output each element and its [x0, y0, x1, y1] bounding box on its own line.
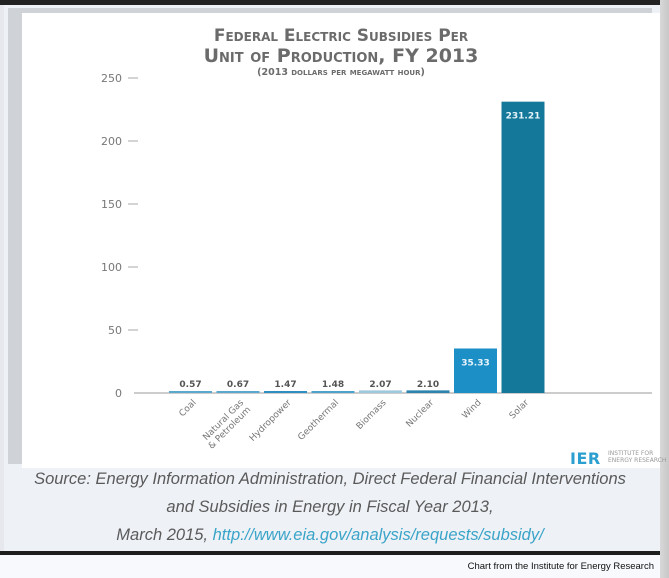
category-label: Wind [461, 398, 484, 421]
chart-title-line2: Unit of Production, FY 2013 [204, 45, 479, 67]
y-tick-label: 200 [101, 135, 122, 148]
source-date: March 2015, [116, 526, 213, 544]
value-label: 231.21 [506, 112, 541, 122]
value-label: 2.10 [417, 380, 439, 390]
value-label: 2.07 [369, 380, 391, 390]
chart-title-line1: Federal Electric Subsidies Per [214, 26, 468, 46]
logo-line2: ENERGY RESEARCH [608, 457, 667, 464]
y-tick-label: 150 [101, 198, 122, 211]
bars: 0.57 0.67 1.47 1.48 2.07 2.10 35.33 231.21 [169, 101, 545, 393]
source-line2: and Subsidies in Energy in Fiscal Year 2… [166, 498, 494, 516]
category-label-line: Solar [508, 398, 532, 422]
category-label: Biomass [355, 398, 389, 432]
bar-biomass [359, 390, 402, 393]
value-label: 0.67 [227, 380, 249, 390]
logo-mark: IER [570, 449, 601, 468]
category-label: Natural Gas& Petroleum [200, 398, 254, 452]
category-label-line: Biomass [355, 398, 389, 432]
chart-frame: Federal Electric Subsidies Per Unit of P… [8, 8, 666, 468]
logo-line1: INSTITUTE FOR [608, 450, 654, 457]
y-tick-label: 50 [108, 324, 122, 337]
value-label: 35.33 [461, 358, 489, 368]
bar-geothermal [311, 391, 355, 393]
footer: Chart from the Institute for Energy Rese… [0, 555, 660, 578]
chart-panel: Federal Electric Subsidies Per Unit of P… [22, 13, 666, 469]
category-label: Nuclear [405, 398, 437, 430]
category-label-line: Geothermal [296, 398, 341, 443]
bottom-border [0, 551, 660, 555]
ier-logo: IER INSTITUTE FOR ENERGY RESEARCH [570, 449, 666, 469]
bar-hydropower [264, 391, 307, 393]
top-border [0, 0, 660, 5]
source-link[interactable]: http://www.eia.gov/analysis/requests/sub… [212, 526, 544, 544]
category-label-line: Coal [178, 398, 199, 419]
source-line1: Source: Energy Information Administratio… [34, 470, 626, 488]
y-tick-label: 0 [115, 387, 122, 400]
category-label: Hydropower [248, 398, 294, 444]
y-tick-label: 250 [101, 72, 122, 85]
bar-solar [501, 101, 545, 393]
source-caption: Source: Energy Information Administratio… [0, 465, 660, 549]
chart-subtitle: (2013 dollars per megawatt hour) [257, 67, 425, 78]
category-label-line: Nuclear [405, 398, 437, 430]
category-label-line: Hydropower [248, 398, 294, 444]
chart-credit: Chart from the Institute for Energy Rese… [467, 561, 654, 572]
right-scrollbar-edge [660, 0, 669, 578]
bar-natural-gas-petroleum [216, 391, 260, 393]
bar-wind [454, 348, 497, 393]
category-label: Geothermal [296, 398, 341, 443]
value-label: 1.47 [274, 380, 296, 390]
bar-chart: Federal Electric Subsidies Per Unit of P… [101, 26, 652, 452]
value-label: 0.57 [179, 380, 201, 390]
source-line3: March 2015, http://www.eia.gov/analysis/… [0, 521, 660, 549]
category-label: Coal [178, 398, 199, 419]
bar-coal [169, 391, 212, 393]
left-edge [0, 5, 4, 553]
logo-text: INSTITUTE FOR ENERGY RESEARCH [608, 450, 666, 464]
value-label: 1.48 [322, 380, 344, 390]
bar-nuclear [406, 390, 450, 393]
category-label-line: Wind [461, 398, 484, 421]
category-label: Solar [508, 398, 532, 422]
y-axis: 0 50 100 150 200 250 [101, 72, 138, 400]
y-tick-label: 100 [101, 261, 122, 274]
